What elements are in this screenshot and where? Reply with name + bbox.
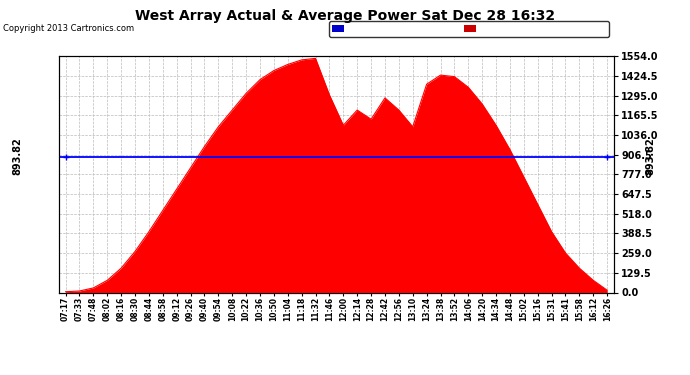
Text: 893.82: 893.82 [645, 138, 656, 176]
Text: 893.82: 893.82 [12, 138, 22, 176]
Text: West Array Actual & Average Power Sat Dec 28 16:32: West Array Actual & Average Power Sat De… [135, 9, 555, 23]
Text: Copyright 2013 Cartronics.com: Copyright 2013 Cartronics.com [3, 24, 135, 33]
Legend: Average  (DC Watts), West Array  (DC Watts): Average (DC Watts), West Array (DC Watts… [329, 21, 609, 37]
